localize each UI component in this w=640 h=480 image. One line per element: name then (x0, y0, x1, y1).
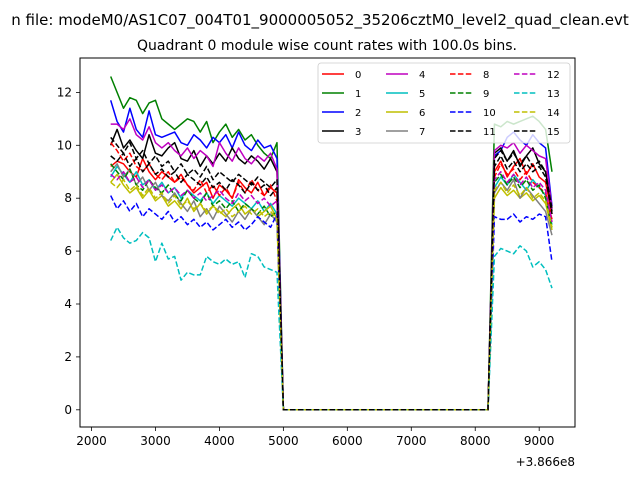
legend-label-14: 14 (547, 108, 560, 119)
y-tick-label: 0 (64, 403, 72, 417)
y-tick-label: 6 (64, 244, 72, 258)
series-layer (109, 76, 553, 411)
axes-frame (79, 57, 576, 428)
x-tick-label: 2000 (76, 434, 107, 448)
figure-suptitle: n file: modeM0/AS1C07_004T01_9000005052_… (11, 11, 629, 30)
y-axis: 0 2 4 6 8 10 12 (57, 85, 80, 417)
x-tick-label: 6000 (332, 434, 363, 448)
series-line-15 (110, 136, 553, 411)
legend-box (317, 62, 571, 144)
legend-label-5: 5 (419, 89, 425, 100)
legend-label-4: 4 (419, 70, 425, 81)
legend-label-0: 0 (355, 70, 361, 81)
legend-label-1: 1 (355, 89, 361, 100)
legend-label-7: 7 (419, 127, 425, 138)
series-line-13 (110, 226, 553, 411)
x-tick-label: 8000 (460, 434, 491, 448)
y-tick-label: 8 (64, 191, 72, 205)
series-line-14 (110, 178, 553, 411)
y-tick-label: 10 (57, 138, 72, 152)
series-line-6 (110, 173, 553, 411)
legend-label-13: 13 (547, 89, 560, 100)
x-axis-offset-label: +3.866e8 (516, 455, 575, 469)
legend-label-10: 10 (483, 108, 496, 119)
legend-label-6: 6 (419, 108, 425, 119)
series-line-0 (110, 157, 553, 411)
legend-label-2: 2 (355, 108, 361, 119)
y-tick-label: 2 (64, 350, 72, 364)
legend-label-8: 8 (483, 70, 489, 81)
x-tick-label: 5000 (268, 434, 299, 448)
legend-label-15: 15 (547, 127, 560, 138)
x-axis: 2000 3000 4000 5000 6000 7000 8000 9000 (76, 427, 554, 448)
series-line-11 (110, 152, 553, 411)
series-line-12 (110, 170, 553, 411)
legend-label-12: 12 (547, 70, 560, 81)
legend-label-11: 11 (483, 127, 496, 138)
x-tick-label: 9000 (524, 434, 555, 448)
x-tick-label: 4000 (204, 434, 235, 448)
x-tick-label: 3000 (140, 434, 171, 448)
series-line-4 (110, 118, 553, 411)
legend-label-3: 3 (355, 127, 361, 138)
y-tick-label: 12 (57, 85, 72, 99)
x-tick-label: 7000 (396, 434, 427, 448)
series-line-10 (110, 195, 553, 411)
chart-title: Quadrant 0 module wise count rates with … (137, 38, 517, 54)
legend-label-9: 9 (483, 89, 489, 100)
y-tick-label: 4 (64, 297, 72, 311)
